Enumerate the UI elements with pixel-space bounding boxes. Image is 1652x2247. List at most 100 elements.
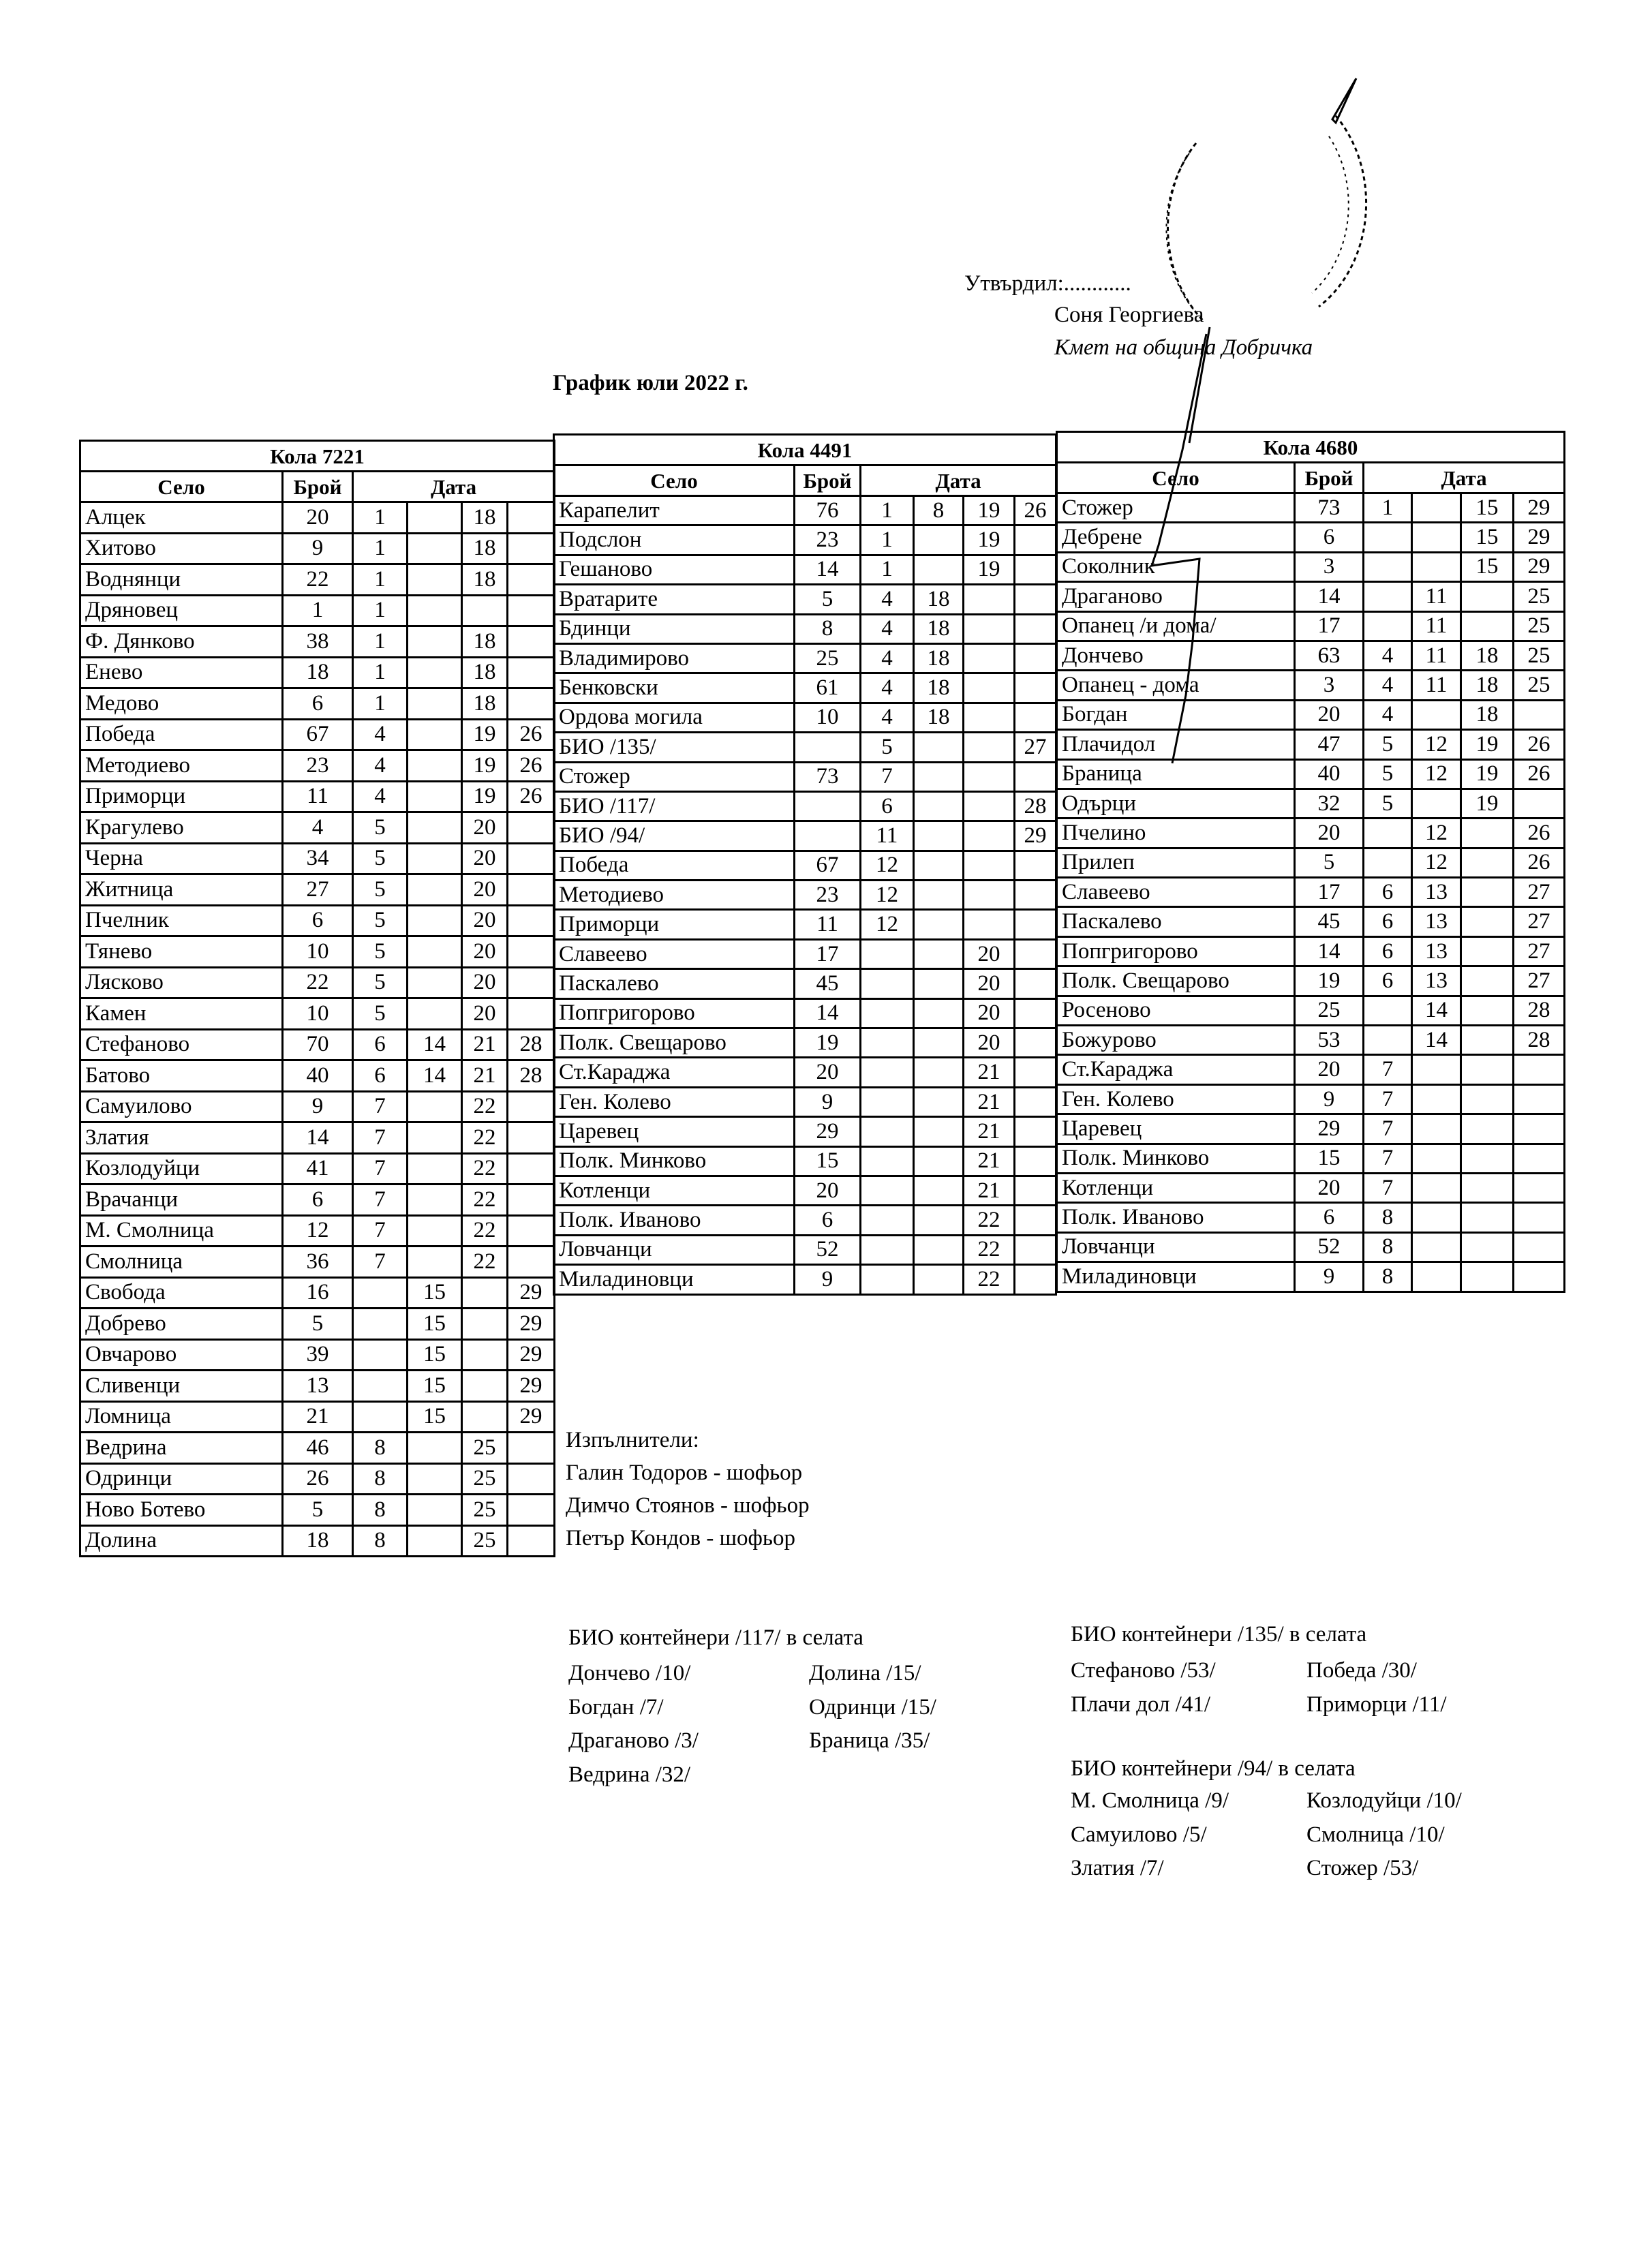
count-cell: 12 [281,1214,354,1247]
bio-94-item: Козлодуйци /10/ [1306,1788,1462,1813]
table-row: Приморци 11 12 [553,908,1058,941]
count-cell: 25 [1294,994,1364,1027]
date-cell [1013,849,1058,882]
date-cell: 13 [1411,965,1462,997]
column-header-row: Село Брой Дата [79,470,556,503]
date-cell: 12 [1411,846,1462,879]
date-cell: 5 [352,966,408,999]
approver-name: Соня Георгиева [1054,303,1204,327]
table-row: Браница 40 5 12 19 26 [1056,758,1566,790]
date-cell: 14 [1411,994,1462,1027]
village-cell: Победа [79,718,284,751]
date-cell: 19 [1460,758,1514,790]
date-cell [406,718,463,751]
date-cell [913,1234,964,1266]
village-cell: Черна [79,842,284,875]
date-cell: 6 [1362,906,1413,938]
village-cell: Полк. Иваново [553,1204,795,1236]
count-cell: 14 [281,1121,354,1155]
table-row: Котленци 20 21 [553,1174,1058,1207]
count-cell: 39 [281,1338,354,1371]
village-cell: Ф. Дянково [79,625,284,658]
date-cell [859,968,915,1000]
date-cell [913,1086,964,1118]
table-row: Полк. Иваново 6 22 [553,1204,1058,1236]
village-cell: Стожер [553,761,795,793]
date-cell [1411,1083,1462,1116]
date-cell: 27 [1512,935,1566,968]
date-cell: 19 [1460,787,1514,820]
date-cell: 7 [1362,1113,1413,1145]
date-cell: 4 [859,583,915,615]
date-cell: 28 [506,1028,556,1061]
date-cell [406,966,463,999]
date-cell: 6 [1362,876,1413,908]
date-cell: 8 [352,1524,408,1557]
date-cell [352,1400,408,1433]
count-cell: 20 [1294,1172,1364,1204]
table-row: Житница 27 5 20 [79,873,556,906]
date-cell [859,1116,915,1148]
date-cell: 15 [406,1307,463,1341]
date-cell [506,1462,556,1495]
date-cell [406,811,463,844]
page-title: График юли 2022 г. [553,371,748,395]
village-cell: Хитово [79,532,284,565]
date-cell: 7 [1362,1054,1413,1086]
date-cell: 20 [461,842,508,875]
count-cell: 13 [281,1369,354,1403]
date-cell [1362,994,1413,1027]
date-cell: 21 [962,1174,1015,1207]
stamp-left-arc-inner [1165,153,1195,311]
village-cell: Божурово [1056,1024,1296,1056]
count-cell: 9 [281,1090,354,1123]
date-cell [1411,521,1462,553]
count-cell: 6 [281,1183,354,1217]
date-cell: 22 [962,1204,1015,1236]
count-cell: 76 [793,494,861,527]
date-cell [1013,1234,1058,1266]
date-cell: 11 [1411,581,1462,613]
count-cell: 29 [1294,1113,1364,1145]
count-cell: 3 [1294,551,1364,583]
date-cell: 21 [461,1059,508,1092]
date-cell: 29 [506,1338,556,1371]
village-cell: Ген. Колево [1056,1083,1296,1116]
date-cell: 1 [352,687,408,720]
date-cell [506,687,556,720]
date-cell [1411,787,1462,820]
bio-94-item: Самуилово /5/ [1071,1822,1207,1847]
date-cell: 27 [1512,876,1566,908]
date-cell [506,811,556,844]
village-cell: Царевец [553,1116,795,1148]
date-cell [506,625,556,658]
count-cell: 23 [281,749,354,782]
date-cell: 18 [913,672,964,704]
village-cell: Полк. Минково [1056,1142,1296,1174]
date-cell [962,849,1015,882]
count-cell: 20 [281,501,354,534]
table-row: Паскалево 45 6 13 27 [1056,906,1566,938]
date-cell: 18 [461,687,508,720]
date-cell [962,761,1015,793]
date-cell: 6 [1362,965,1413,997]
date-cell [1512,1261,1566,1293]
date-cell [1512,1202,1566,1234]
date-cell [406,1090,463,1123]
village-cell: Владимирово [553,642,795,675]
table-row: Енево 18 1 18 [79,656,556,689]
date-cell [506,1183,556,1217]
village-cell: Богдан [1056,699,1296,731]
date-cell: 25 [461,1431,508,1465]
date-cell [913,938,964,970]
count-cell: 53 [1294,1024,1364,1056]
date-cell: 19 [962,553,1015,586]
date-cell [962,642,1015,675]
date-cell [913,908,964,941]
column-header-village: Село [79,470,284,503]
count-cell: 67 [793,849,861,882]
date-cell [913,968,964,1000]
date-cell [506,966,556,999]
date-cell [1013,761,1058,793]
date-cell: 11 [1411,669,1462,701]
